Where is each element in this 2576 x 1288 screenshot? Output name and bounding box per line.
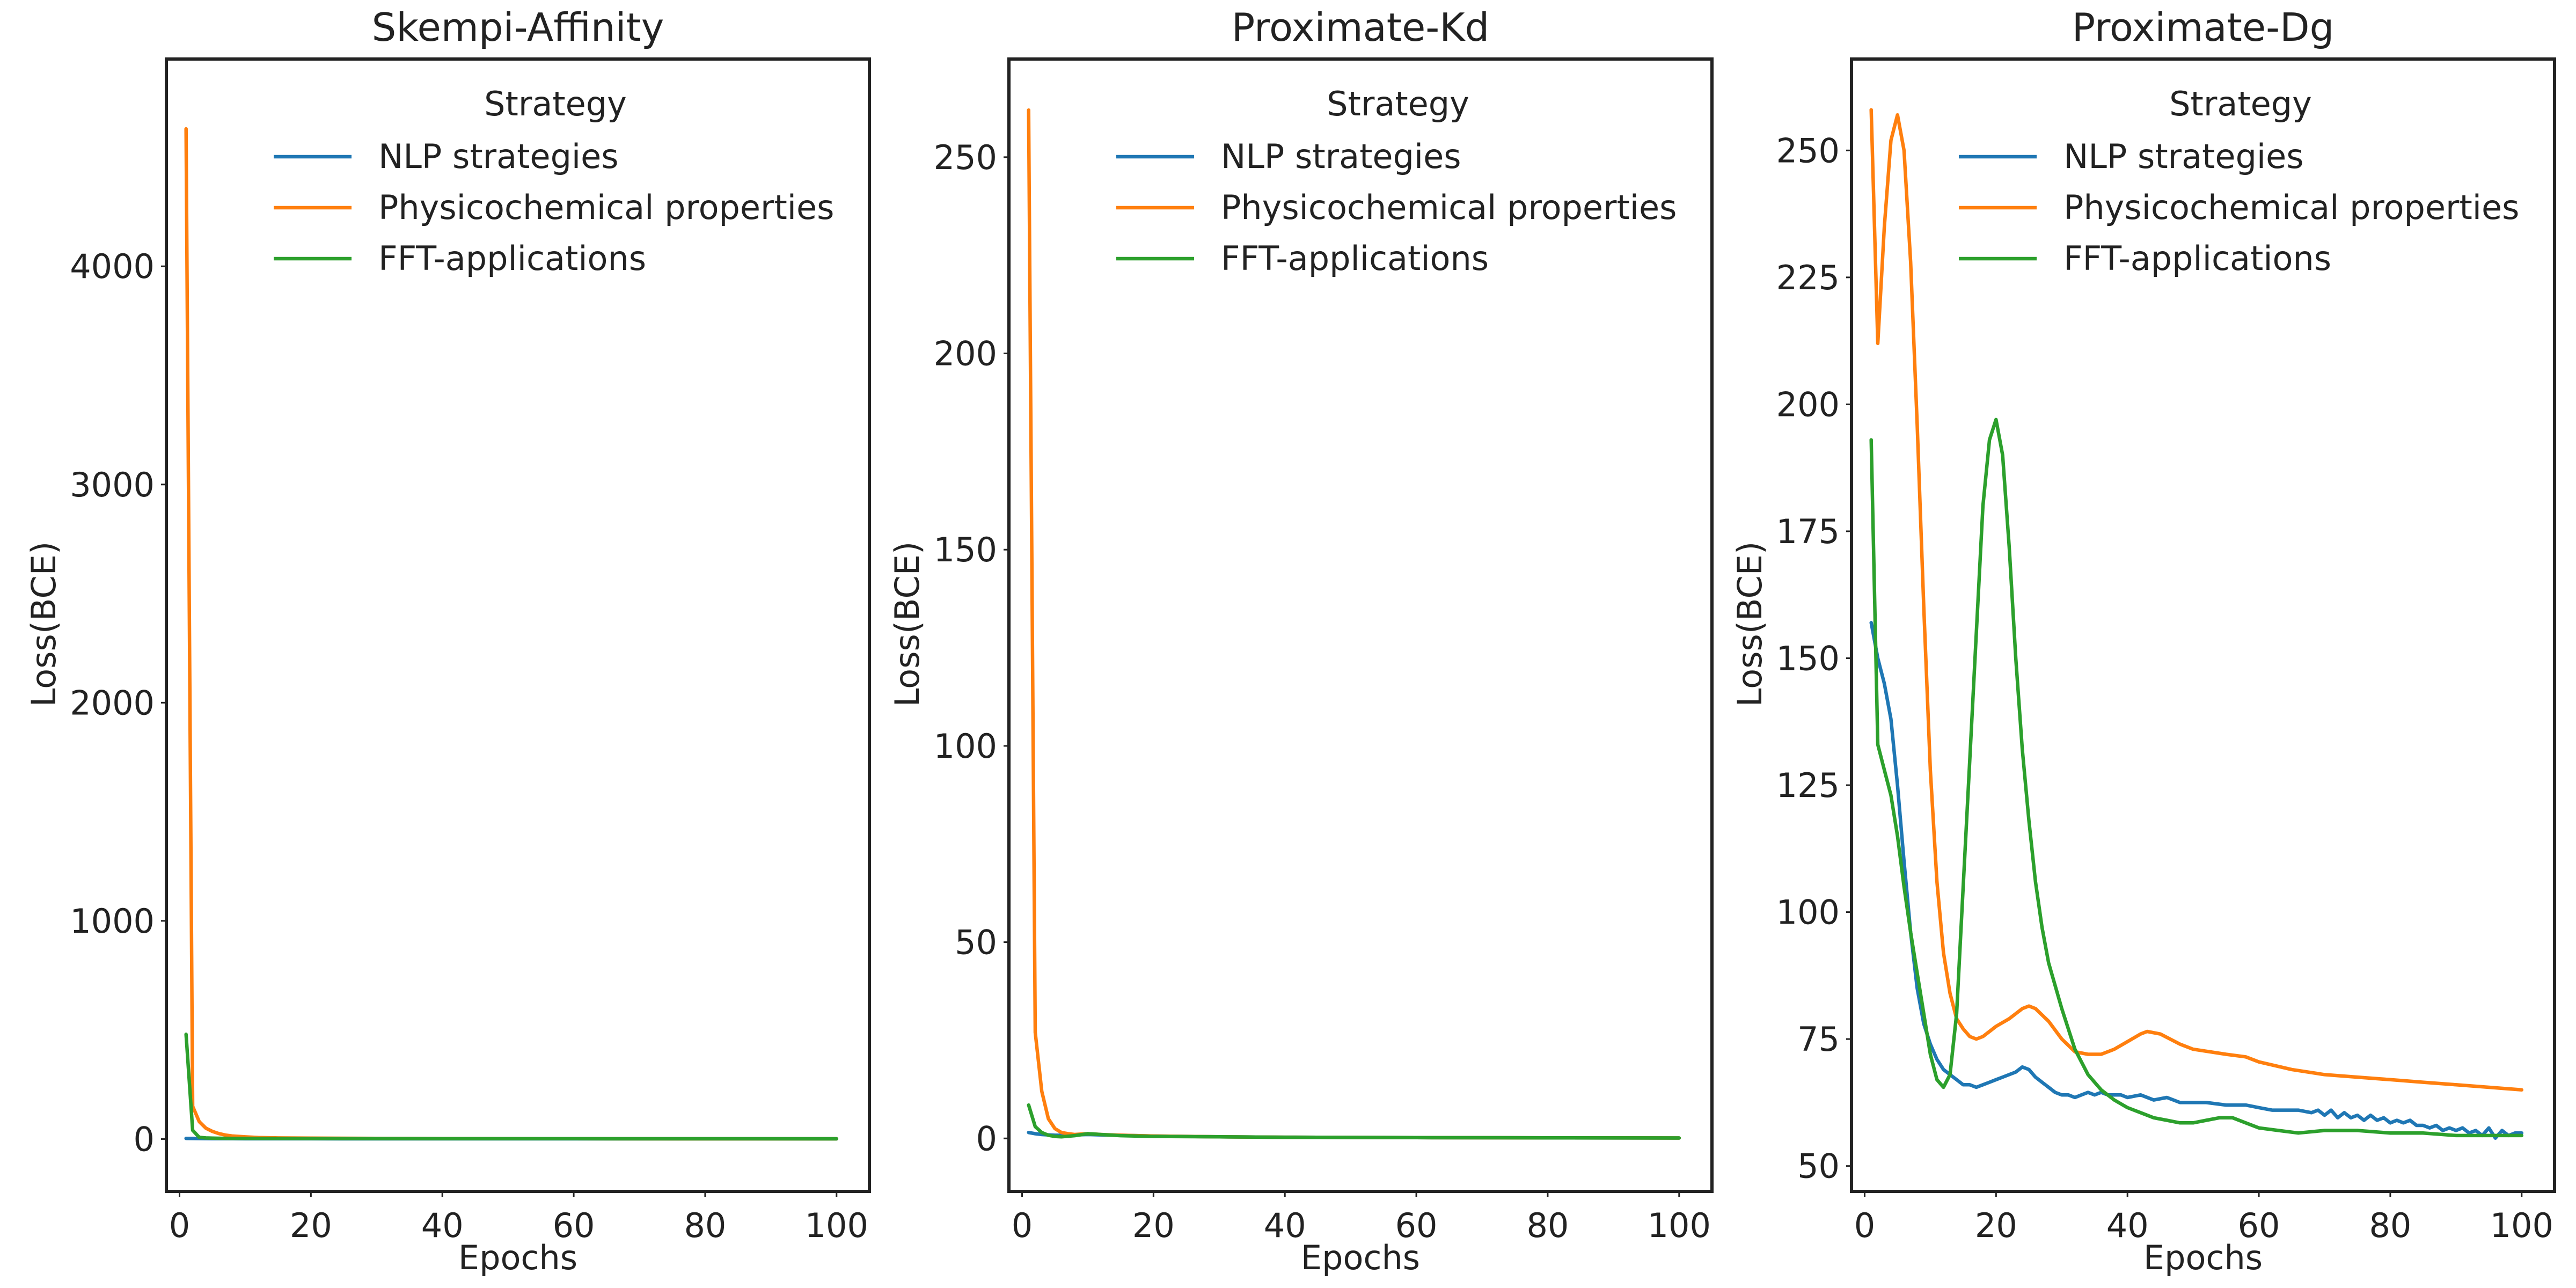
y-tick-label: 250 (934, 138, 997, 177)
x-tick-label: 40 (1264, 1206, 1306, 1245)
y-axis-label: Loss(BCE) (888, 541, 927, 707)
legend-title: Strategy (484, 84, 627, 123)
legend: Strategy NLP strategies Physicochemical … (1959, 84, 2519, 278)
x-tick-labels: 0 20 40 60 80 100 (1012, 1191, 1711, 1245)
series-line-fft (184, 1033, 839, 1141)
chart-title: Skempi-Affinity (372, 5, 664, 50)
legend-label-phys: Physicochemical properties (2063, 188, 2519, 227)
series-layer (184, 127, 839, 1141)
x-tick-label: 0 (1854, 1206, 1875, 1245)
legend-label-fft: FFT-applications (2063, 239, 2331, 278)
x-tick-label: 80 (1526, 1206, 1569, 1245)
x-tick-label: 40 (2106, 1206, 2149, 1245)
y-tick-label: 225 (1776, 258, 1840, 297)
legend-label-nlp: NLP strategies (378, 137, 619, 176)
y-tick-label: 250 (1776, 131, 1840, 170)
x-tick-label: 80 (684, 1206, 726, 1245)
x-tick-label: 60 (1395, 1206, 1438, 1245)
legend: Strategy NLP strategies Physicochemical … (274, 84, 834, 278)
y-tick-labels: 0 1000 2000 3000 4000 (70, 247, 166, 1159)
series-line-phys (1869, 108, 2524, 1092)
y-tick-label: 0 (134, 1119, 155, 1159)
x-tick-label: 20 (1975, 1206, 2017, 1245)
x-tick-label: 40 (421, 1206, 464, 1245)
legend-label-phys: Physicochemical properties (1221, 188, 1677, 227)
y-tick-label: 150 (934, 530, 997, 569)
x-tick-labels: 0 20 40 60 80 100 (1854, 1191, 2553, 1245)
series-line-nlp (1869, 621, 2524, 1140)
series-line-fft (1869, 418, 2524, 1138)
y-tick-label: 2000 (70, 683, 155, 722)
series-line-fft (1027, 1103, 1681, 1140)
x-tick-label: 80 (2369, 1206, 2411, 1245)
y-tick-label: 125 (1776, 766, 1840, 805)
panel-skempi-affinity: Skempi-Affinity Epochs Loss(BCE) 0 20 40 60… (24, 5, 871, 1277)
x-tick-label: 100 (1648, 1206, 1711, 1245)
y-tick-label: 4000 (70, 247, 155, 286)
y-tick-label: 175 (1776, 512, 1840, 551)
x-tick-label: 20 (1132, 1206, 1175, 1245)
legend-label-fft: FFT-applications (1221, 239, 1489, 278)
y-tick-label: 0 (976, 1119, 997, 1158)
y-axis-label: Loss(BCE) (24, 541, 63, 707)
legend-title: Strategy (1327, 84, 1469, 123)
y-tick-label: 100 (934, 727, 997, 766)
x-axis-label: Epochs (2143, 1238, 2263, 1277)
x-tick-label: 20 (290, 1206, 332, 1245)
x-tick-labels: 0 20 40 60 80 100 (169, 1191, 868, 1245)
series-layer (1869, 108, 2524, 1140)
y-tick-labels: 0 50 100 150 200 250 (934, 138, 1009, 1158)
legend: Strategy NLP strategies Physicochemical … (1116, 84, 1677, 278)
plot-frame (1850, 57, 2556, 1193)
plot-frame (1007, 57, 1714, 1193)
series-line-phys (184, 127, 839, 1141)
x-tick-label: 60 (553, 1206, 595, 1245)
legend-label-phys: Physicochemical properties (378, 188, 834, 227)
x-tick-label: 0 (169, 1206, 190, 1245)
legend-label-nlp: NLP strategies (1221, 137, 1461, 176)
series-layer (1027, 108, 1681, 1140)
panel-proximate-dg: Proximate-Dg Epochs Loss(BCE) 0 20 40 60 80 1… (1730, 5, 2556, 1277)
y-tick-labels: 50 75 100 125 150 175 200 225 250 (1776, 131, 1851, 1186)
x-tick-label: 100 (805, 1206, 868, 1245)
y-tick-label: 200 (1776, 385, 1840, 424)
y-tick-label: 3000 (70, 465, 155, 504)
y-tick-label: 200 (934, 334, 997, 374)
y-tick-label: 150 (1776, 639, 1840, 678)
chart-title: Proximate-Dg (2072, 5, 2334, 50)
y-axis-label: Loss(BCE) (1730, 541, 1769, 707)
y-tick-label: 50 (1797, 1147, 1840, 1186)
x-tick-label: 0 (1012, 1206, 1033, 1245)
panel-proximate-kd: Proximate-Kd Epochs Loss(BCE) 0 20 40 60 80 1… (888, 5, 1714, 1277)
chart-title: Proximate-Kd (1232, 5, 1489, 50)
legend-label-nlp: NLP strategies (2063, 137, 2304, 176)
y-tick-label: 100 (1776, 893, 1840, 932)
legend-label-fft: FFT-applications (378, 239, 646, 278)
y-tick-label: 50 (955, 923, 997, 962)
x-tick-label: 100 (2490, 1206, 2553, 1245)
y-tick-label: 75 (1797, 1020, 1840, 1059)
legend-title: Strategy (2169, 84, 2312, 123)
plot-frame (165, 57, 871, 1193)
x-axis-label: Epochs (1301, 1238, 1420, 1277)
x-axis-label: Epochs (458, 1238, 577, 1277)
y-tick-label: 1000 (70, 902, 155, 941)
x-tick-label: 60 (2238, 1206, 2280, 1245)
